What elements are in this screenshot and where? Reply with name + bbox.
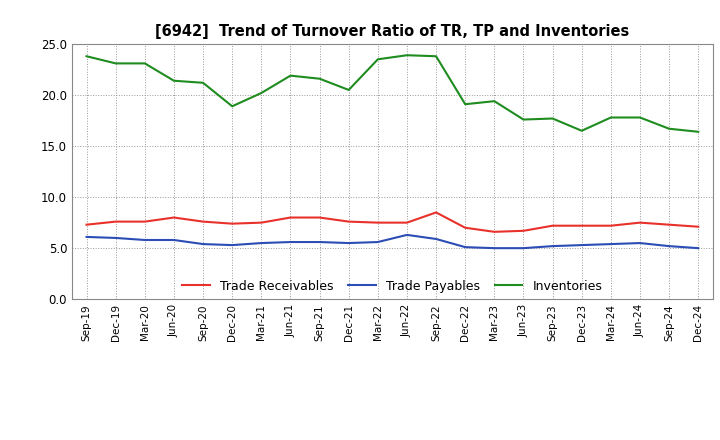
Inventories — [694, 129, 703, 135]
Trade Receivables — [606, 223, 615, 228]
Trade Payables — [694, 246, 703, 251]
Trade Payables — [519, 246, 528, 251]
Trade Receivables — [665, 222, 673, 227]
Trade Payables — [140, 237, 149, 242]
Trade Payables — [548, 243, 557, 249]
Trade Payables — [286, 239, 294, 245]
Inventories — [519, 117, 528, 122]
Trade Receivables — [548, 223, 557, 228]
Trade Receivables — [112, 219, 120, 224]
Trade Payables — [82, 234, 91, 239]
Inventories — [286, 73, 294, 78]
Trade Payables — [636, 240, 644, 246]
Inventories — [257, 90, 266, 95]
Trade Receivables — [402, 220, 411, 225]
Trade Receivables — [344, 219, 353, 224]
Trade Payables — [374, 239, 382, 245]
Trade Receivables — [82, 222, 91, 227]
Inventories — [432, 54, 441, 59]
Trade Payables — [490, 246, 499, 251]
Inventories — [636, 115, 644, 120]
Inventories — [344, 87, 353, 92]
Trade Payables — [606, 242, 615, 247]
Line: Trade Payables: Trade Payables — [86, 235, 698, 248]
Inventories — [82, 54, 91, 59]
Inventories — [606, 115, 615, 120]
Trade Payables — [112, 235, 120, 241]
Trade Payables — [461, 245, 469, 250]
Trade Payables — [257, 240, 266, 246]
Trade Payables — [315, 239, 324, 245]
Inventories — [665, 126, 673, 132]
Inventories — [374, 57, 382, 62]
Trade Receivables — [374, 220, 382, 225]
Trade Receivables — [519, 228, 528, 234]
Inventories — [461, 102, 469, 107]
Trade Payables — [228, 242, 236, 248]
Inventories — [112, 61, 120, 66]
Trade Payables — [344, 240, 353, 246]
Legend: Trade Receivables, Trade Payables, Inventories: Trade Receivables, Trade Payables, Inven… — [177, 275, 608, 298]
Trade Payables — [199, 242, 207, 247]
Trade Receivables — [228, 221, 236, 226]
Trade Payables — [402, 232, 411, 238]
Trade Receivables — [140, 219, 149, 224]
Inventories — [140, 61, 149, 66]
Trade Receivables — [694, 224, 703, 229]
Trade Payables — [577, 242, 586, 248]
Trade Receivables — [490, 229, 499, 235]
Line: Trade Receivables: Trade Receivables — [86, 213, 698, 232]
Inventories — [199, 80, 207, 85]
Trade Receivables — [577, 223, 586, 228]
Inventories — [548, 116, 557, 121]
Trade Receivables — [315, 215, 324, 220]
Inventories — [402, 53, 411, 58]
Trade Receivables — [199, 219, 207, 224]
Trade Receivables — [257, 220, 266, 225]
Title: [6942]  Trend of Turnover Ratio of TR, TP and Inventories: [6942] Trend of Turnover Ratio of TR, TP… — [156, 24, 629, 39]
Inventories — [228, 104, 236, 109]
Inventories — [577, 128, 586, 133]
Inventories — [170, 78, 179, 84]
Inventories — [315, 76, 324, 81]
Trade Receivables — [636, 220, 644, 225]
Trade Receivables — [432, 210, 441, 215]
Trade Payables — [170, 237, 179, 242]
Trade Payables — [432, 236, 441, 242]
Inventories — [490, 99, 499, 104]
Trade Receivables — [170, 215, 179, 220]
Trade Payables — [665, 243, 673, 249]
Line: Inventories: Inventories — [86, 55, 698, 132]
Trade Receivables — [461, 225, 469, 231]
Trade Receivables — [286, 215, 294, 220]
